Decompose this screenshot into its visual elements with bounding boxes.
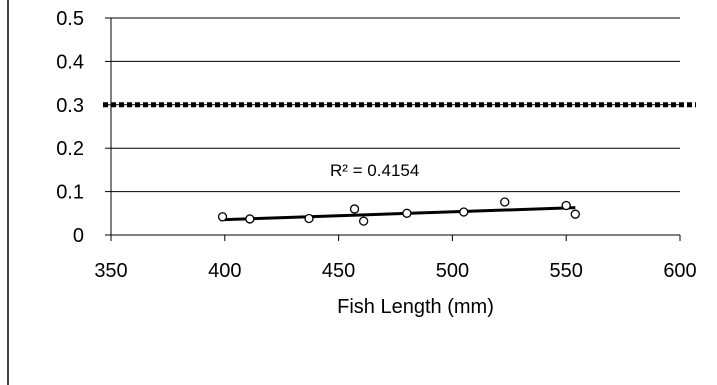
y-tick-label-5: 0.5	[56, 8, 84, 30]
data-point-3	[349, 204, 360, 214]
data-point-7	[500, 197, 510, 207]
data-point-5	[402, 208, 412, 218]
y-tick-label-1: 0.1	[56, 182, 84, 204]
x-tick-label-0: 350	[94, 260, 127, 282]
x-tick-label-4: 550	[550, 260, 583, 282]
x-axis-title: Fish Length (mm)	[337, 296, 494, 318]
data-point-6	[459, 207, 469, 217]
data-point-9	[570, 209, 580, 219]
x-tick-label-5: 600	[663, 260, 696, 282]
y-tick-label-3: 0.3	[56, 95, 84, 117]
x-tick-label-1: 400	[208, 260, 241, 282]
data-point-8	[561, 200, 571, 211]
data-point-0	[217, 212, 228, 222]
x-tick-label-3: 500	[436, 260, 469, 282]
y-tick-label-2: 0.2	[56, 138, 84, 160]
data-point-2	[304, 213, 314, 224]
r-squared-label: R² = 0.4154	[330, 161, 419, 180]
trendline	[220, 206, 576, 222]
data-point-4	[358, 216, 369, 226]
y-tick-label-4: 0.4	[56, 51, 84, 73]
x-tick-label-2: 450	[322, 260, 355, 282]
y-tick-label-0: 0	[73, 225, 84, 247]
data-point-1	[245, 214, 255, 224]
